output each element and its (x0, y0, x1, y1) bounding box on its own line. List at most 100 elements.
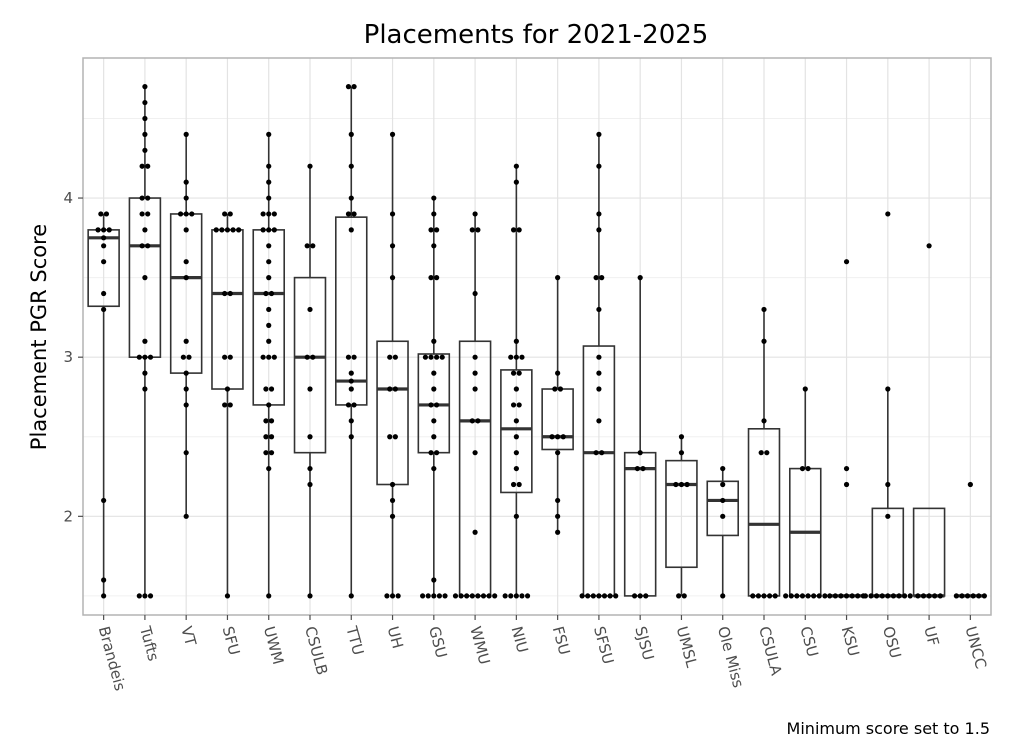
data-point (136, 593, 142, 599)
data-point (516, 481, 522, 488)
data-point (219, 227, 225, 233)
data-point (767, 593, 773, 599)
data-point (351, 402, 357, 408)
box-iqr (334, 216, 368, 406)
data-point (142, 84, 148, 90)
data-point (186, 354, 192, 360)
data-point (271, 211, 277, 217)
data-point (145, 243, 151, 249)
data-point (266, 354, 272, 360)
data-point (389, 593, 396, 599)
data-point (136, 354, 142, 360)
box-iqr (169, 213, 203, 374)
data-point (596, 354, 602, 360)
data-point (970, 593, 976, 599)
data-point (271, 354, 277, 360)
data-point (555, 497, 561, 504)
data-point (472, 386, 478, 392)
data-point (310, 243, 316, 249)
data-point (855, 593, 861, 599)
boxes-layer (87, 86, 987, 598)
data-point (389, 275, 396, 281)
data-point (183, 450, 189, 456)
data-point (142, 131, 148, 137)
data-point (183, 386, 189, 392)
x-tick-label: SJSU (631, 624, 657, 662)
data-point (263, 450, 269, 456)
data-point (389, 131, 396, 137)
x-tick-label: UWM (260, 624, 287, 666)
y-axis-label: Placement PGR Score (27, 224, 51, 450)
data-point (183, 211, 189, 217)
data-point (142, 115, 148, 122)
data-point (307, 163, 313, 169)
data-point (106, 227, 112, 233)
data-point (304, 243, 310, 249)
data-point (596, 593, 602, 599)
data-point (758, 450, 764, 456)
data-point (428, 450, 434, 456)
data-point (268, 290, 275, 297)
data-point (720, 497, 726, 504)
data-point (761, 306, 767, 313)
data-point (266, 195, 272, 201)
data-point (631, 593, 638, 599)
data-point (142, 370, 148, 376)
data-point (101, 497, 107, 504)
data-point (145, 211, 151, 217)
data-point (101, 243, 107, 249)
data-point (266, 179, 272, 185)
data-point (885, 386, 891, 392)
data-point (678, 434, 685, 440)
data-point (678, 450, 685, 456)
data-point (101, 227, 107, 233)
box-iqr (582, 345, 616, 597)
data-point (431, 577, 437, 583)
data-point (513, 434, 519, 440)
data-point (920, 593, 927, 599)
box-gsu (417, 198, 451, 596)
data-point (673, 481, 679, 488)
data-point (266, 243, 272, 249)
y-tick-label: 3 (63, 348, 73, 366)
data-point (263, 418, 269, 424)
data-point (101, 259, 107, 265)
data-point (266, 131, 272, 137)
data-point (959, 593, 965, 599)
data-point (472, 529, 478, 535)
data-point (268, 450, 275, 456)
data-point (678, 481, 685, 488)
box-iqr (500, 369, 533, 494)
data-point (425, 593, 431, 599)
data-point (601, 593, 608, 599)
data-point (508, 354, 514, 360)
data-point (142, 593, 148, 599)
data-point (510, 227, 517, 233)
data-point (263, 434, 269, 440)
data-point (513, 513, 519, 519)
data-point (266, 593, 272, 599)
data-point (142, 275, 148, 281)
data-point (720, 465, 726, 472)
data-point (142, 386, 148, 392)
data-point (307, 465, 313, 472)
x-tick-label: SFSU (590, 624, 617, 666)
data-point (348, 370, 354, 376)
data-point (585, 593, 591, 599)
x-tick-label: GSU (425, 624, 451, 660)
data-point (101, 577, 107, 583)
data-point (428, 402, 434, 408)
data-point (183, 513, 189, 519)
data-point (640, 465, 646, 472)
data-point (480, 593, 487, 599)
data-point (874, 593, 880, 599)
data-point (142, 99, 148, 106)
data-point (932, 593, 938, 599)
data-point (260, 211, 266, 217)
data-point (431, 386, 437, 392)
data-point (236, 227, 242, 233)
plot-panel-background (83, 58, 991, 615)
data-point (783, 593, 789, 599)
box-iqr (912, 507, 946, 597)
